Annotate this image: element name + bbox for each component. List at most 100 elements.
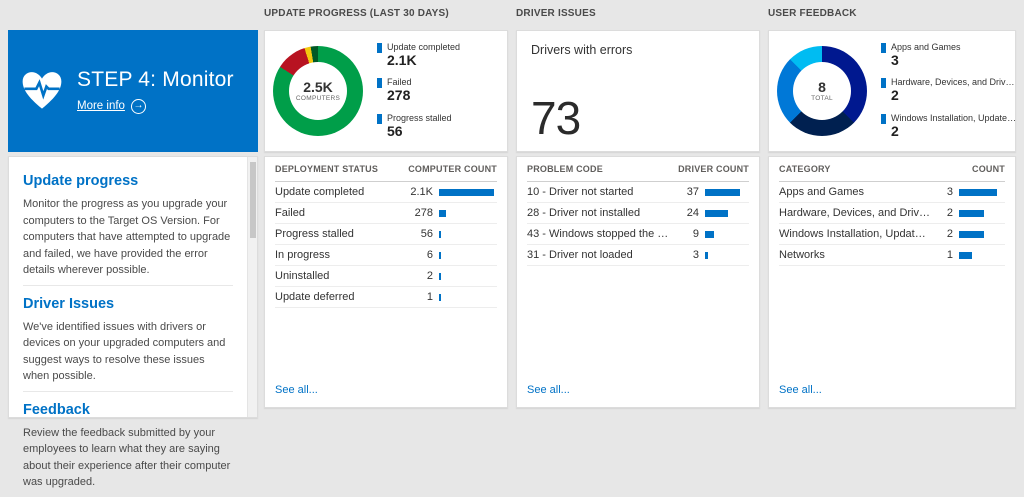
row-label: Update deferred xyxy=(275,291,355,303)
intro-heading-update-progress: Update progress xyxy=(23,173,139,189)
legend-value: 2 xyxy=(891,87,899,104)
row-value: 2 xyxy=(946,207,953,219)
table-header: DEPLOYMENT STATUS COMPUTER COUNT xyxy=(275,157,497,182)
row-value: 1 xyxy=(946,249,953,261)
intro-heading-feedback: Feedback xyxy=(23,401,90,418)
table-row[interactable]: 31 - Driver not loaded 3 xyxy=(527,245,749,266)
row-value: 1 xyxy=(426,291,433,303)
legend-item: Progress stalled 56 xyxy=(377,113,460,141)
table-row[interactable]: Failed 278 xyxy=(275,203,497,224)
row-label: Networks xyxy=(779,249,825,261)
row-label: 10 - Driver not started xyxy=(527,186,634,198)
row-value: 278 xyxy=(414,207,433,219)
table-header: PROBLEM CODE DRIVER COUNT xyxy=(527,157,749,182)
table-row[interactable]: Windows Installation, Update,... 2 xyxy=(779,224,1005,245)
heartbeat-icon xyxy=(22,72,62,109)
legend-label: Apps and Games xyxy=(891,41,961,52)
drivers-with-errors-count: 73 xyxy=(531,92,581,144)
legend-marker-icon xyxy=(881,78,886,89)
legend-marker-icon xyxy=(377,42,382,53)
table-row[interactable]: In progress 6 xyxy=(275,245,497,266)
row-value: 37 xyxy=(686,186,699,198)
table-row[interactable]: Progress stalled 56 xyxy=(275,224,497,245)
row-value: 3 xyxy=(946,186,953,198)
row-bar xyxy=(705,209,749,217)
donut-center: 2.5K COMPUTERS xyxy=(289,62,347,120)
user-feedback-chart-card: 8 TOTAL Apps and Games 3 Hardware, Devic… xyxy=(768,30,1017,152)
user-feedback-header: USER FEEDBACK xyxy=(768,8,857,19)
column-header-driver-count: DRIVER COUNT xyxy=(678,164,749,174)
row-value: 24 xyxy=(686,207,699,219)
donut-center-label: COMPUTERS xyxy=(295,95,341,103)
see-all-link[interactable]: See all... xyxy=(275,384,318,396)
legend-value: 3 xyxy=(891,51,899,68)
row-bar xyxy=(439,209,497,217)
row-bar xyxy=(439,293,497,301)
legend-marker-icon xyxy=(881,113,886,124)
see-all-link[interactable]: See all... xyxy=(779,384,822,396)
step-title: STEP 4: Monitor xyxy=(77,67,234,91)
row-label: Progress stalled xyxy=(275,228,354,240)
feedback-category-table: CATEGORY COUNT Apps and Games 3 Hardware… xyxy=(768,156,1016,408)
table-row[interactable]: Hardware, Devices, and Drivers 2 xyxy=(779,203,1005,224)
row-bar xyxy=(959,209,1005,217)
step-tile[interactable]: STEP 4: Monitor More info → xyxy=(8,30,258,152)
legend-value: 56 xyxy=(387,122,403,139)
update-progress-donut-chart[interactable]: 2.5K COMPUTERS xyxy=(273,46,363,136)
row-bar xyxy=(705,251,749,259)
row-value: 3 xyxy=(692,249,699,261)
table-row[interactable]: Update deferred 1 xyxy=(275,287,497,308)
row-bar xyxy=(439,251,497,259)
more-info-link[interactable]: More info → xyxy=(77,98,146,114)
legend-item: Update completed 2.1K xyxy=(377,42,460,70)
donut-center-value: 8 xyxy=(818,78,826,95)
legend-value: 2.1K xyxy=(387,51,417,68)
legend-marker-icon xyxy=(377,78,382,89)
column-header-deployment-status: DEPLOYMENT STATUS xyxy=(275,164,379,174)
row-label: Update completed xyxy=(275,186,365,198)
legend-label: Failed xyxy=(387,77,412,88)
problem-code-table: PROBLEM CODE DRIVER COUNT 10 - Driver no… xyxy=(516,156,760,408)
row-label: In progress xyxy=(275,249,331,261)
row-bar xyxy=(959,230,1005,238)
scrollbar-thumb[interactable] xyxy=(250,162,256,238)
table-row[interactable]: 43 - Windows stopped the devi... 9 xyxy=(527,224,749,245)
intro-body-update-progress: Monitor the progress as you upgrade your… xyxy=(23,198,231,276)
table-row[interactable]: Networks 1 xyxy=(779,245,1005,266)
donut-center-value: 2.5K xyxy=(303,78,333,95)
table-row[interactable]: Update completed 2.1K xyxy=(275,182,497,203)
intro-body-driver-issues: We've identified issues with drivers or … xyxy=(23,320,226,383)
table-header: CATEGORY COUNT xyxy=(779,157,1005,182)
legend-marker-icon xyxy=(881,42,886,53)
row-bar xyxy=(959,188,1005,196)
table-row[interactable]: 28 - Driver not installed 24 xyxy=(527,203,749,224)
table-row[interactable]: Apps and Games 3 xyxy=(779,182,1005,203)
scrollbar-track[interactable] xyxy=(247,157,257,417)
legend-marker-icon xyxy=(377,113,382,124)
legend-label: Hardware, Devices, and Drivers xyxy=(891,77,1017,88)
column-header-count: COUNT xyxy=(972,164,1005,174)
legend-item: Hardware, Devices, and Drivers 2 xyxy=(881,77,1017,105)
intro-heading-driver-issues: Driver Issues xyxy=(23,295,115,312)
table-row[interactable]: 10 - Driver not started 37 xyxy=(527,182,749,203)
see-all-link[interactable]: See all... xyxy=(527,384,570,396)
intro-section-driver-issues: Driver Issues We've identified issues wi… xyxy=(23,284,233,391)
user-feedback-donut-chart[interactable]: 8 TOTAL xyxy=(777,46,867,136)
row-label: Windows Installation, Update,... xyxy=(779,228,934,240)
row-value: 2 xyxy=(426,270,433,282)
row-label: 31 - Driver not loaded xyxy=(527,249,633,261)
drivers-with-errors-label: Drivers with errors xyxy=(531,43,633,57)
row-value: 9 xyxy=(692,228,699,240)
row-value: 2 xyxy=(946,228,953,240)
row-bar xyxy=(705,188,749,196)
table-row[interactable]: Uninstalled 2 xyxy=(275,266,497,287)
update-progress-header: UPDATE PROGRESS (LAST 30 DAYS) xyxy=(264,8,449,19)
row-value: 6 xyxy=(426,249,433,261)
upgrade-readiness-dashboard: { "icons": { "arrow_right": "→" }, "step… xyxy=(8,8,1017,488)
row-bar xyxy=(439,230,497,238)
legend-item: Windows Installation, Update, and... 2 xyxy=(881,113,1017,141)
column-header-category: CATEGORY xyxy=(779,164,831,174)
row-bar xyxy=(439,272,497,280)
row-label: Hardware, Devices, and Drivers xyxy=(779,207,935,219)
update-progress-chart-card: 2.5K COMPUTERS Update completed 2.1K Fai… xyxy=(264,30,508,152)
